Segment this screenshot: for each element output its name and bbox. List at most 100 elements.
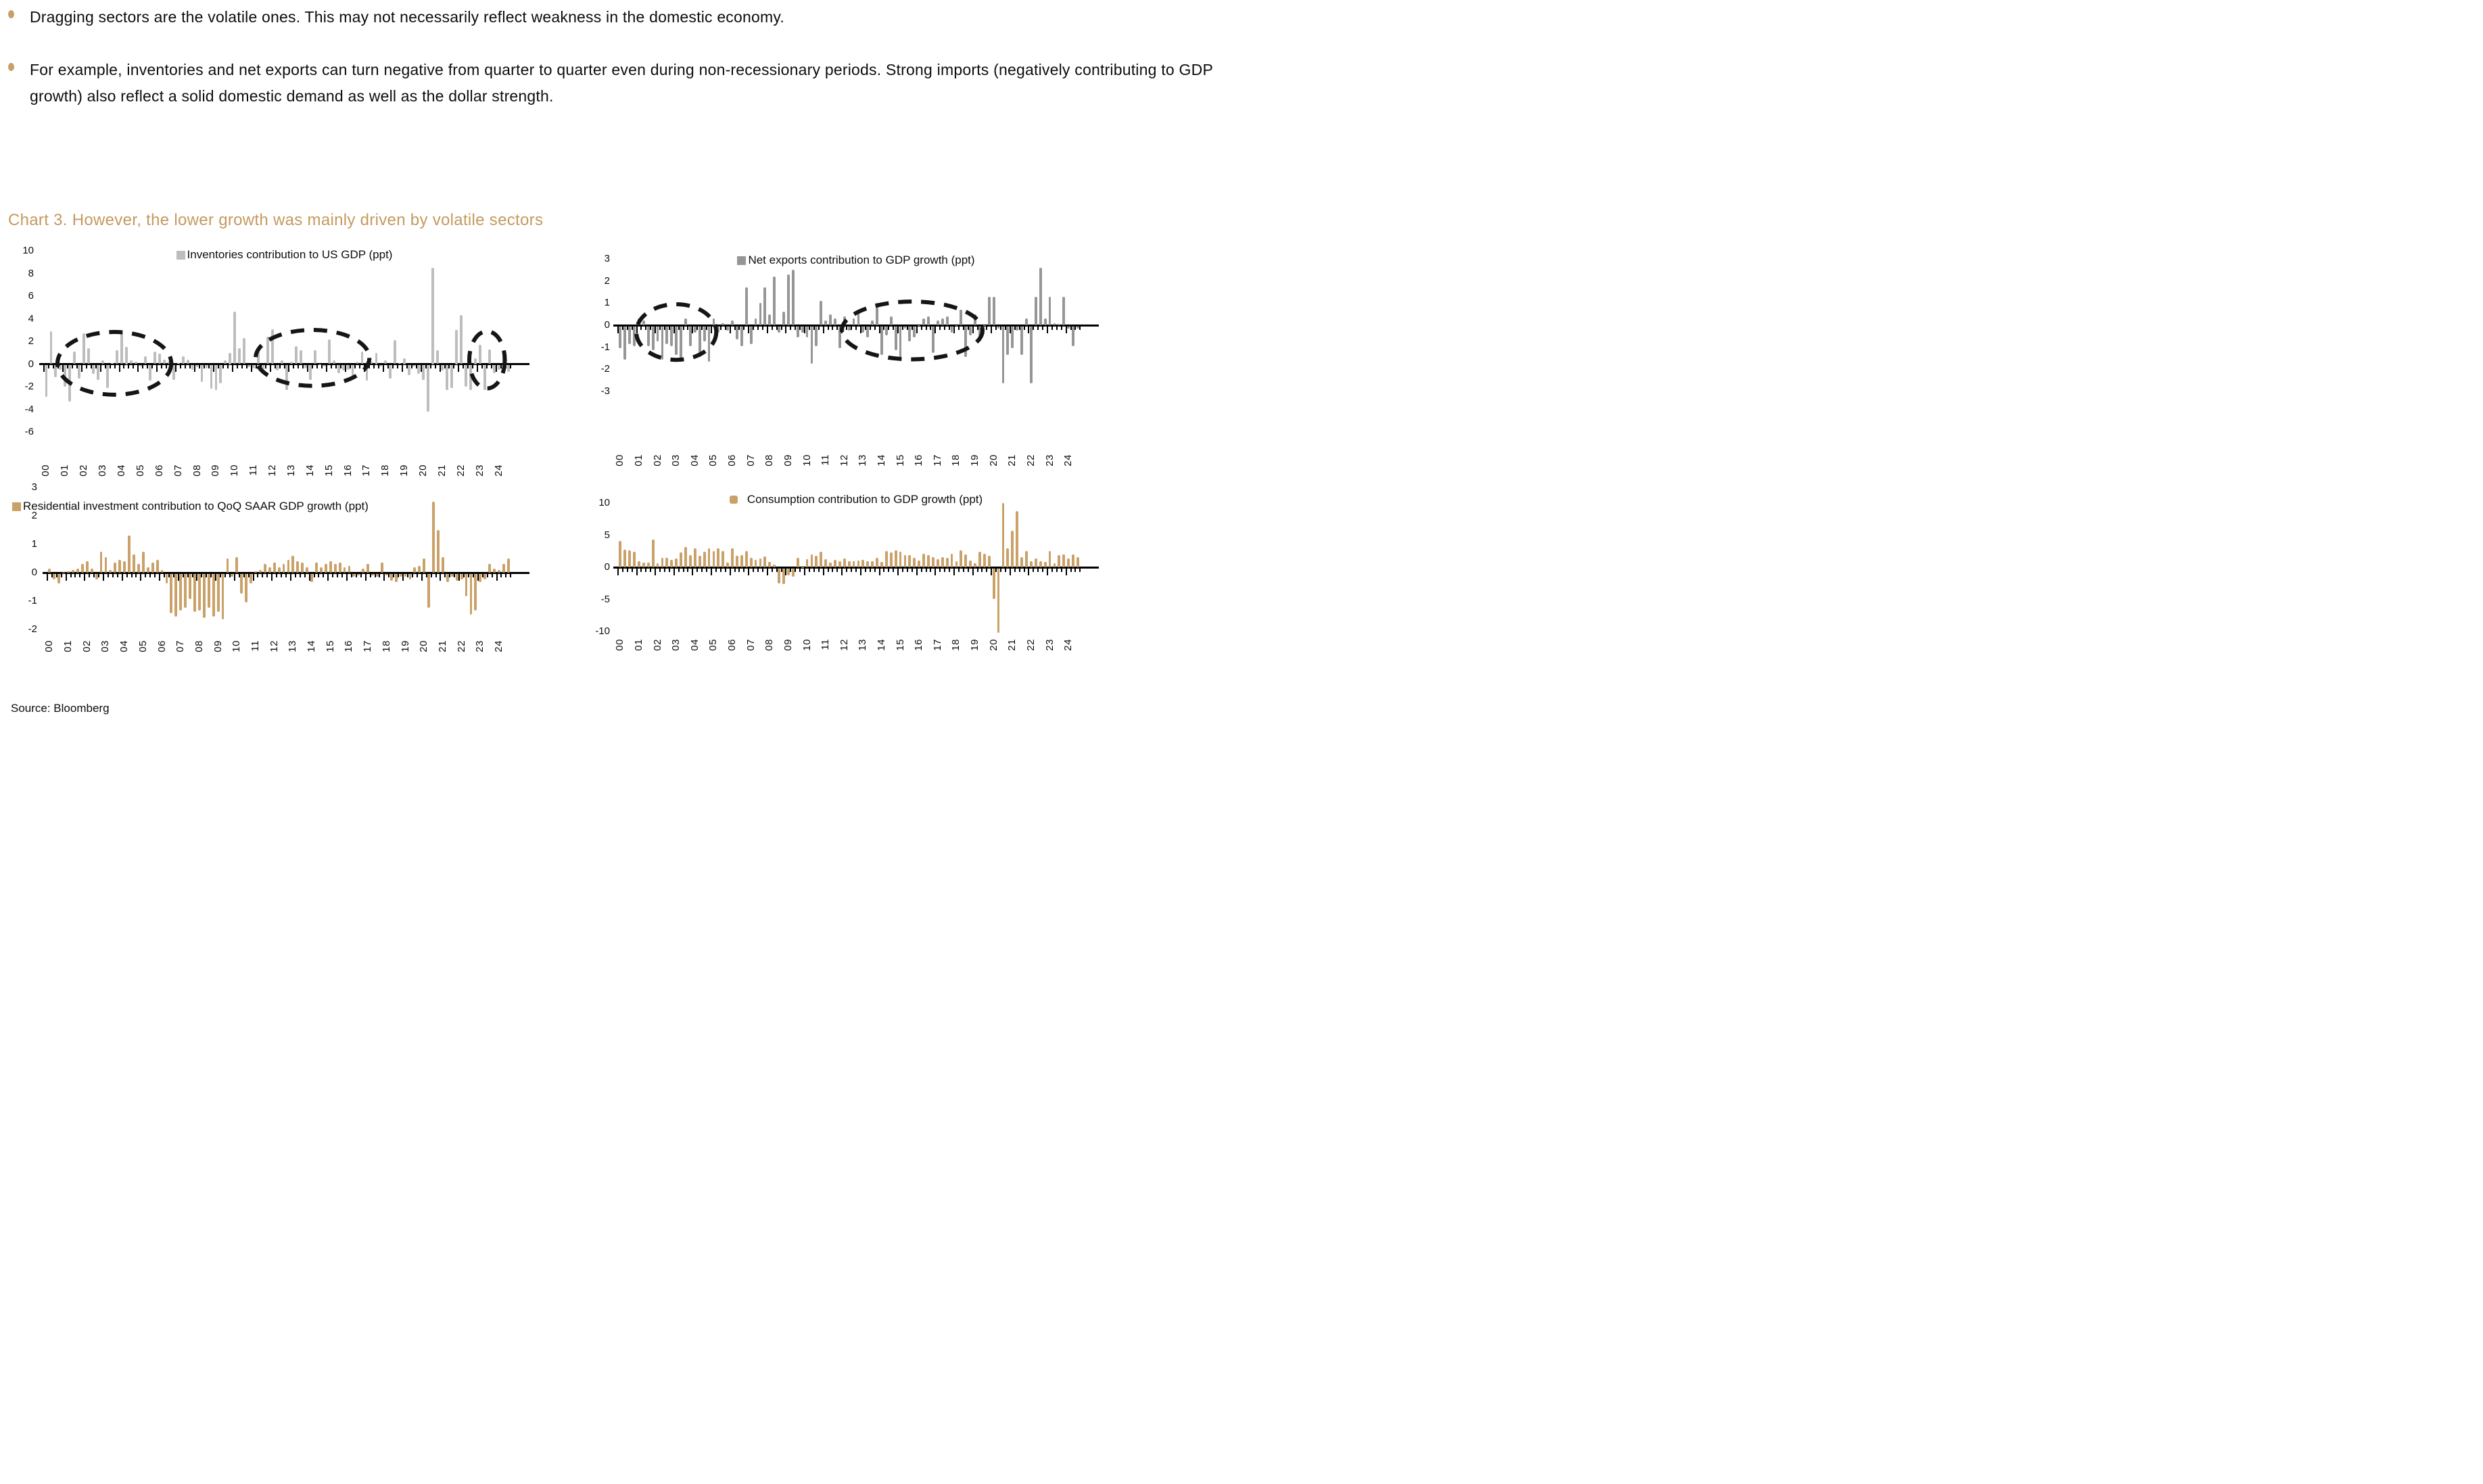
bar xyxy=(469,573,473,615)
y-tick-label: 6 xyxy=(28,290,34,302)
year-tick xyxy=(346,573,348,581)
quarter-tick xyxy=(154,573,156,577)
quarter-tick xyxy=(930,326,932,330)
year-tick xyxy=(897,326,899,333)
quarter-tick xyxy=(1056,568,1058,572)
quarter-tick xyxy=(388,573,390,577)
bar xyxy=(469,365,472,390)
quarter-tick xyxy=(906,326,908,330)
bar xyxy=(707,548,711,567)
bar xyxy=(871,320,874,325)
x-tick-label: 03 xyxy=(670,454,682,466)
year-tick xyxy=(1009,568,1011,575)
bar xyxy=(170,573,173,614)
quarter-tick xyxy=(373,365,375,368)
quarter-tick xyxy=(1079,326,1081,330)
quarter-tick xyxy=(95,365,97,368)
x-tick-label: 21 xyxy=(436,464,448,477)
quarter-tick xyxy=(128,365,130,368)
bar xyxy=(646,326,650,346)
quarter-tick xyxy=(626,326,628,330)
bar xyxy=(922,554,925,567)
bar xyxy=(184,573,187,608)
bar xyxy=(693,326,696,333)
bar xyxy=(398,362,402,364)
y-tick-label: 4 xyxy=(28,312,34,325)
bar xyxy=(455,330,458,364)
bar xyxy=(143,356,147,364)
y-tick-label: 10 xyxy=(22,245,34,256)
chart-net-exports: Net exports contribution to GDP growth (… xyxy=(595,247,1109,494)
bar xyxy=(437,530,440,573)
quarter-tick xyxy=(911,326,913,330)
bar xyxy=(889,316,893,325)
quarter-tick xyxy=(374,573,376,577)
bar xyxy=(861,326,865,333)
year-tick xyxy=(766,326,768,333)
bar xyxy=(1001,326,1005,384)
bar xyxy=(829,314,832,325)
bar xyxy=(146,567,149,573)
bar xyxy=(460,573,463,579)
bar xyxy=(399,573,402,577)
x-tick-label: 20 xyxy=(418,640,430,652)
bar xyxy=(642,320,645,325)
quarter-tick xyxy=(776,326,778,330)
bar xyxy=(446,365,448,390)
bar xyxy=(1034,558,1037,567)
x-tick-label: 00 xyxy=(614,639,626,651)
quarter-tick xyxy=(790,568,792,572)
year-tick xyxy=(364,573,366,581)
bar xyxy=(151,563,154,573)
bar xyxy=(1029,561,1033,567)
x-tick-label: 21 xyxy=(436,640,448,652)
bar xyxy=(191,365,194,370)
legend: Consumption contribution to GDP growth (… xyxy=(613,493,1099,506)
bar xyxy=(1077,326,1079,329)
bar xyxy=(913,326,916,337)
bar xyxy=(271,329,274,364)
quarter-tick xyxy=(883,568,885,572)
quarter-tick xyxy=(335,365,337,368)
quarter-tick xyxy=(1074,568,1077,572)
bar xyxy=(992,568,995,600)
quarter-tick xyxy=(995,568,997,572)
year-tick xyxy=(80,365,82,372)
bar xyxy=(623,550,627,567)
quarter-tick xyxy=(293,365,295,368)
bar xyxy=(1058,324,1061,325)
bar xyxy=(285,365,288,390)
bar xyxy=(918,325,921,326)
bar xyxy=(936,558,939,567)
bar xyxy=(997,568,1000,633)
quarter-tick xyxy=(869,326,871,330)
quarter-tick xyxy=(266,573,268,577)
quarter-tick xyxy=(1042,326,1044,330)
bar xyxy=(801,567,804,568)
y-tick-label: 1 xyxy=(604,297,610,309)
year-tick xyxy=(935,326,937,333)
quarter-tick xyxy=(682,568,684,572)
quarter-tick xyxy=(832,568,834,572)
bar xyxy=(116,350,118,364)
quarter-tick xyxy=(1060,326,1062,330)
bar xyxy=(838,326,841,349)
year-tick xyxy=(252,573,254,581)
quarter-tick xyxy=(369,573,371,577)
x-tick-label: 07 xyxy=(744,639,757,651)
bar xyxy=(160,569,164,573)
bar xyxy=(1039,561,1042,567)
quarter-tick xyxy=(757,568,759,572)
bar xyxy=(633,326,636,346)
bar xyxy=(703,326,706,342)
bar xyxy=(675,558,678,567)
quarter-tick xyxy=(753,326,755,330)
x-tick-label: 13 xyxy=(285,464,297,477)
quarter-tick xyxy=(967,568,969,572)
bar xyxy=(1053,322,1056,325)
bar xyxy=(76,568,79,573)
bar xyxy=(941,318,944,325)
quarter-tick xyxy=(510,365,512,368)
x-tick-label: 04 xyxy=(118,640,131,652)
bar xyxy=(385,573,388,575)
